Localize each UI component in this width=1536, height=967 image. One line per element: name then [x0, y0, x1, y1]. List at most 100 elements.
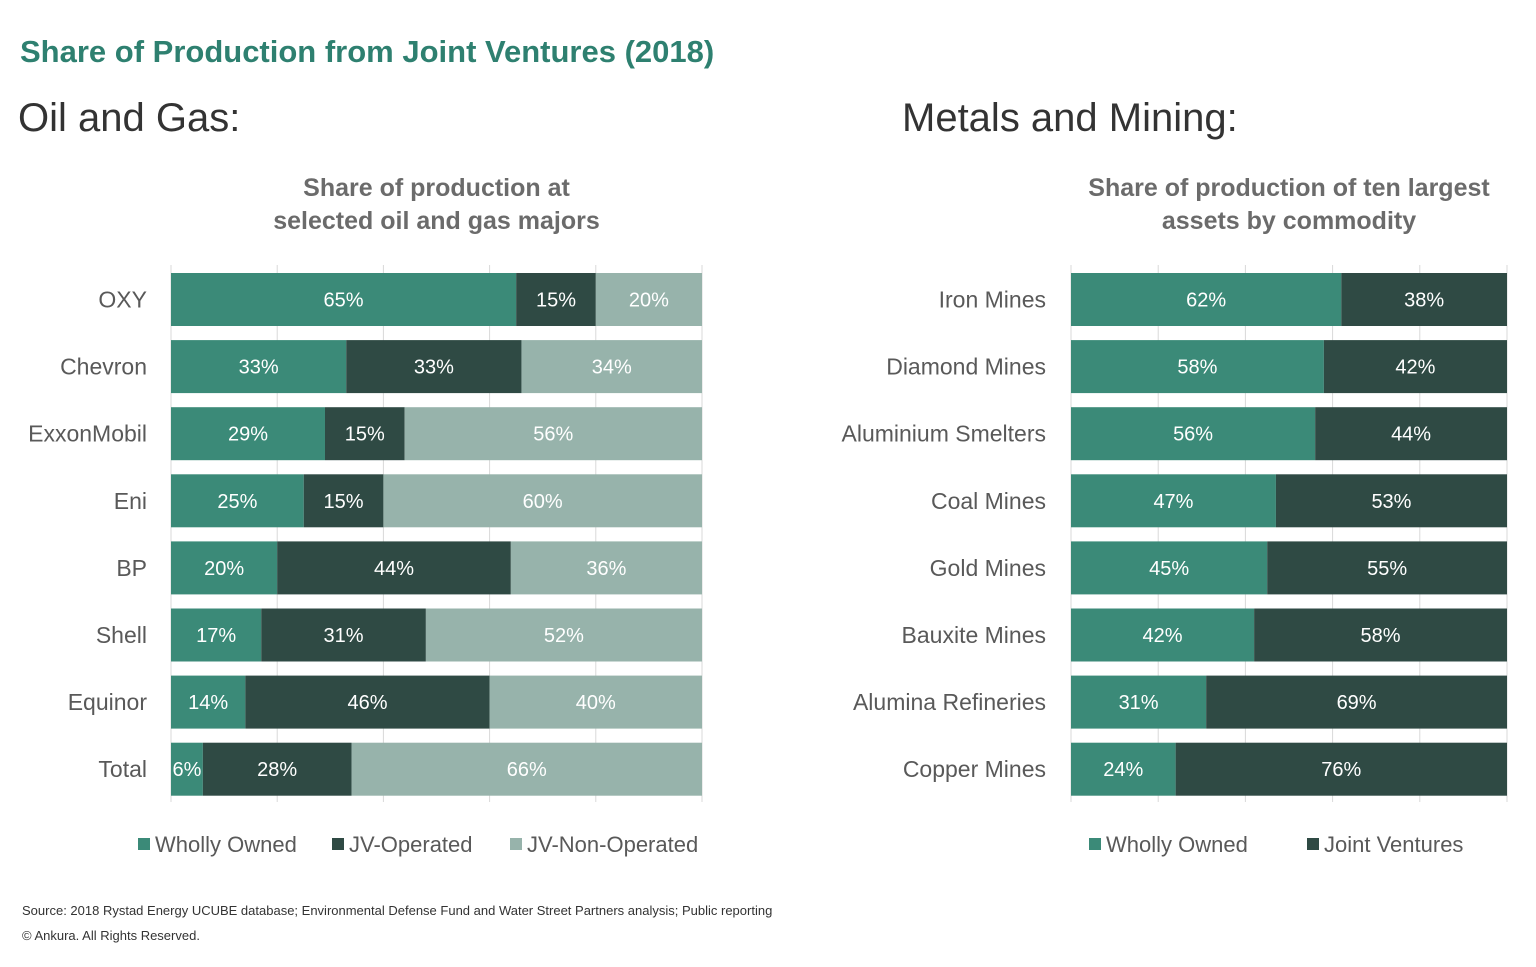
oil-gas-bar-segment [202, 742, 352, 796]
oil-gas-chart-title-line-2: selected oil and gas majors [273, 207, 600, 235]
oil-gas-legend-swatch [510, 838, 522, 850]
metals-mining-bar-segment [1071, 407, 1316, 461]
oil-gas-bar-row: ExxonMobil 29% 15% 56% [28, 407, 702, 461]
metals-mining-data-label: 56% [1173, 424, 1213, 446]
metals-mining-bar-segment [1315, 407, 1507, 461]
oil-gas-heading: Oil and Gas: [18, 96, 241, 140]
oil-gas-data-label: 6% [172, 759, 201, 781]
metals-mining-chart-title-line-1: Share of production of ten largest [1088, 174, 1490, 202]
oil-gas-bar-segment [324, 407, 405, 461]
oil-gas-bar-row: Total 6% 28% 66% [98, 742, 702, 796]
oil-gas-data-label: 44% [374, 558, 414, 580]
metals-mining-legend-label: Wholly Owned [1106, 832, 1248, 857]
metals-mining-heading: Metals and Mining: [902, 96, 1238, 140]
oil-gas-category-label: Eni [114, 488, 147, 514]
oil-gas-legend-label: JV-Operated [349, 832, 473, 857]
oil-gas-category-label: OXY [98, 287, 147, 313]
page-title: Share of Production from Joint Ventures … [20, 34, 715, 69]
metals-mining-category-label: Alumina Refineries [853, 689, 1046, 715]
metals-mining-bar-segment [1071, 675, 1207, 729]
metals-mining-data-label: 53% [1371, 491, 1411, 513]
oil-gas-bar-row: BP 20% 44% 36% [116, 541, 702, 595]
oil-gas-legend-label: Wholly Owned [155, 832, 297, 857]
oil-gas-data-label: 56% [533, 424, 573, 446]
oil-gas-legend-swatch [332, 838, 344, 850]
oil-gas-bar-row: Shell 17% 31% 52% [96, 608, 702, 662]
metals-mining-bar-row: Copper Mines 24% 76% [903, 742, 1507, 796]
metals-mining-data-label: 44% [1391, 424, 1431, 446]
oil-gas-bar-row: Equinor 14% 46% 40% [68, 675, 702, 729]
metals-mining-bar-row: Bauxite Mines 42% 58% [902, 608, 1507, 662]
oil-gas-bar-segment [383, 474, 702, 528]
oil-gas-bar-row: Eni 25% 15% 60% [114, 474, 702, 528]
metals-mining-bar-segment [1071, 273, 1342, 326]
metals-mining-category-label: Bauxite Mines [902, 622, 1046, 648]
oil-gas-bar-segment [171, 541, 278, 595]
metals-mining-bar-segment [1071, 608, 1255, 662]
oil-gas-bar-segment [521, 340, 702, 394]
oil-gas-category-label: Equinor [68, 689, 148, 715]
oil-gas-bar-segment [351, 742, 702, 796]
metals-mining-bar-segment [1254, 608, 1507, 662]
metals-mining-legend-swatch [1307, 838, 1319, 850]
oil-gas-legend-swatch [138, 838, 150, 850]
oil-gas-data-label: 28% [257, 759, 297, 781]
oil-gas-bar-row: Chevron 33% 33% 34% [60, 340, 702, 394]
oil-gas-category-label: Total [98, 756, 147, 782]
source-note: Source: 2018 Rystad Energy UCUBE databas… [22, 903, 773, 918]
oil-gas-bar-segment [425, 608, 702, 662]
metals-mining-category-label: Aluminium Smelters [842, 421, 1047, 447]
oil-gas-legend-label: JV-Non-Operated [527, 832, 698, 857]
oil-gas-data-label: 34% [592, 357, 632, 379]
metals-mining-data-label: 38% [1404, 290, 1444, 312]
oil-gas-bar-segment [595, 273, 702, 326]
metals-mining-data-label: 69% [1337, 692, 1377, 714]
metals-mining-bar-segment [1341, 273, 1507, 326]
oil-gas-bar-segment [404, 407, 702, 461]
oil-gas-chart-title: Share of production at selected oil and … [171, 172, 702, 238]
oil-gas-data-label: 25% [217, 491, 257, 513]
oil-gas-bar-segment [171, 407, 325, 461]
metals-mining-data-label: 24% [1103, 759, 1143, 781]
oil-gas-bar-segment [171, 474, 304, 528]
oil-gas-bar-segment [171, 608, 262, 662]
metals-mining-chart-title-line-2: assets by commodity [1161, 207, 1417, 235]
oil-gas-bar-segment [171, 273, 517, 326]
oil-gas-bar-segment [510, 541, 702, 595]
oil-gas-data-label: 15% [324, 491, 364, 513]
metals-mining-bar-segment [1206, 675, 1507, 729]
metals-mining-bar-segment [1071, 474, 1276, 528]
oil-gas-data-label: 60% [523, 491, 563, 513]
oil-gas-bar-segment [346, 340, 522, 394]
oil-gas-legend: Wholly Owned JV-Operated JV-Non-Operated [138, 832, 698, 857]
metals-mining-bar-row: Coal Mines 47% 53% [931, 474, 1507, 528]
oil-gas-bar-segment [245, 675, 490, 729]
metals-mining-legend-label: Joint Ventures [1324, 832, 1463, 857]
oil-gas-data-label: 20% [629, 290, 669, 312]
metals-mining-data-label: 58% [1361, 625, 1401, 647]
oil-gas-data-label: 36% [586, 558, 626, 580]
metals-mining-legend-swatch [1089, 838, 1101, 850]
oil-gas-data-label: 15% [536, 290, 576, 312]
metals-mining-stacked-bar-chart: Iron Mines 62% 38% Diamond Mines 58% 42% Alumi… [842, 265, 1508, 857]
metals-mining-bar-segment [1071, 541, 1268, 595]
oil-gas-bar-segment [171, 742, 203, 796]
metals-mining-data-label: 42% [1395, 357, 1435, 379]
oil-gas-data-label: 52% [544, 625, 584, 647]
oil-gas-data-label: 66% [507, 759, 547, 781]
oil-gas-category-label: Chevron [60, 354, 147, 380]
metals-mining-data-label: 76% [1321, 759, 1361, 781]
oil-gas-category-label: BP [116, 555, 147, 581]
oil-gas-bar-row: OXY 65% 15% 20% [98, 273, 702, 326]
metals-mining-category-label: Coal Mines [931, 488, 1046, 514]
metals-mining-bar-segment [1275, 474, 1507, 528]
metals-mining-bar-row: Diamond Mines 58% 42% [886, 340, 1507, 394]
oil-gas-data-label: 65% [324, 290, 364, 312]
oil-gas-data-label: 14% [188, 692, 228, 714]
oil-gas-data-label: 46% [347, 692, 387, 714]
metals-mining-bar-segment [1323, 340, 1507, 394]
metals-mining-category-label: Copper Mines [903, 756, 1046, 782]
oil-gas-stacked-bar-chart: OXY 65% 15% 20% Chevron 33% 33% 34% ExxonMobil 29… [28, 265, 703, 857]
oil-gas-data-label: 33% [239, 357, 279, 379]
metals-mining-data-label: 47% [1153, 491, 1193, 513]
